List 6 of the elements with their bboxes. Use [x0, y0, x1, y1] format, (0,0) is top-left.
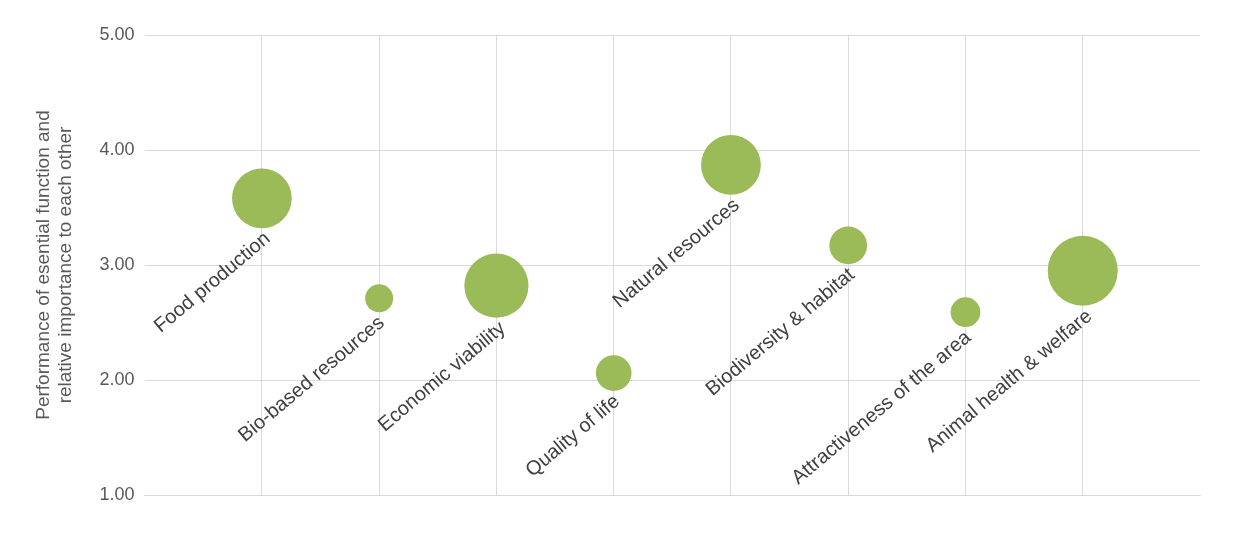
y-axis-title: Performance of esential function and relative importance to each other: [31, 110, 76, 420]
y-tick-label: 3.00: [99, 253, 135, 274]
y-tick-label: 5.00: [99, 23, 135, 44]
y-tick-label: 1.00: [99, 483, 135, 504]
y-tick-label: 2.00: [99, 368, 135, 389]
y-tick-label: 4.00: [99, 138, 135, 159]
